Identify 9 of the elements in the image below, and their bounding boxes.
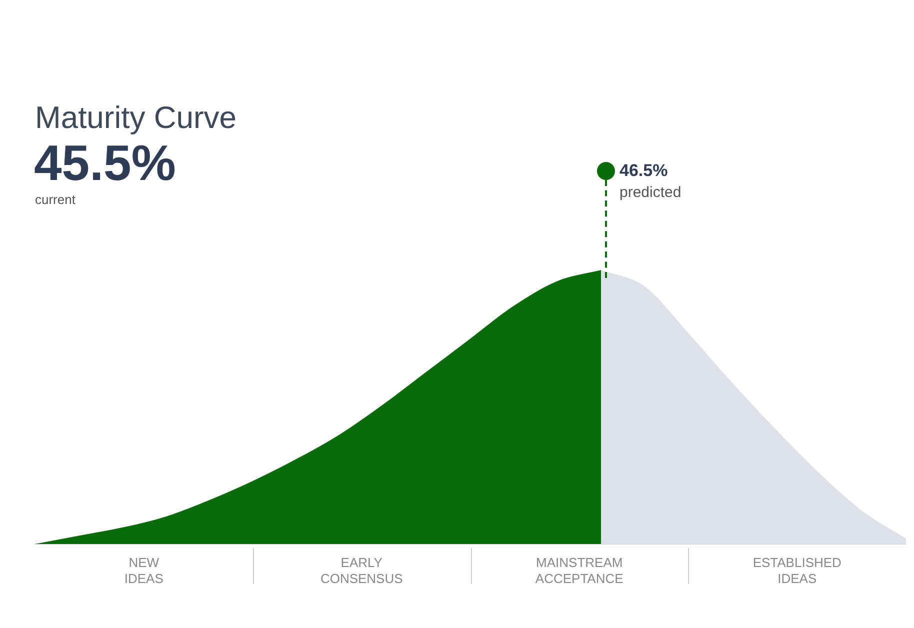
text: 45.5% <box>34 135 176 191</box>
text: ESTABLISHED IDEAS <box>752 555 842 587</box>
text: predicted <box>620 184 682 202</box>
text: current <box>35 192 76 208</box>
text: MAINSTREAM ACCEPTANCE <box>534 555 624 587</box>
chart-title: Maturity Curve <box>35 100 237 136</box>
text: NEW IDEAS <box>123 555 164 587</box>
text: EARLY CONSENSUS <box>319 555 404 587</box>
text: 46.5% <box>620 161 668 181</box>
